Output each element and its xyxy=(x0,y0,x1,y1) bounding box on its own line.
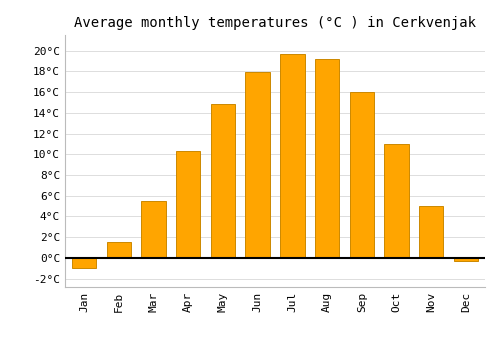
Bar xyxy=(142,201,166,258)
Bar xyxy=(280,54,304,258)
Bar xyxy=(106,243,131,258)
Bar xyxy=(350,92,374,258)
Bar xyxy=(176,151,201,258)
Bar xyxy=(384,144,408,258)
Bar xyxy=(72,258,96,268)
Bar xyxy=(454,258,478,261)
Title: Average monthly temperatures (°C ) in Cerkvenjak: Average monthly temperatures (°C ) in Ce… xyxy=(74,16,476,30)
Bar xyxy=(419,206,444,258)
Bar xyxy=(315,59,339,258)
Bar xyxy=(211,105,235,258)
Bar xyxy=(246,72,270,258)
